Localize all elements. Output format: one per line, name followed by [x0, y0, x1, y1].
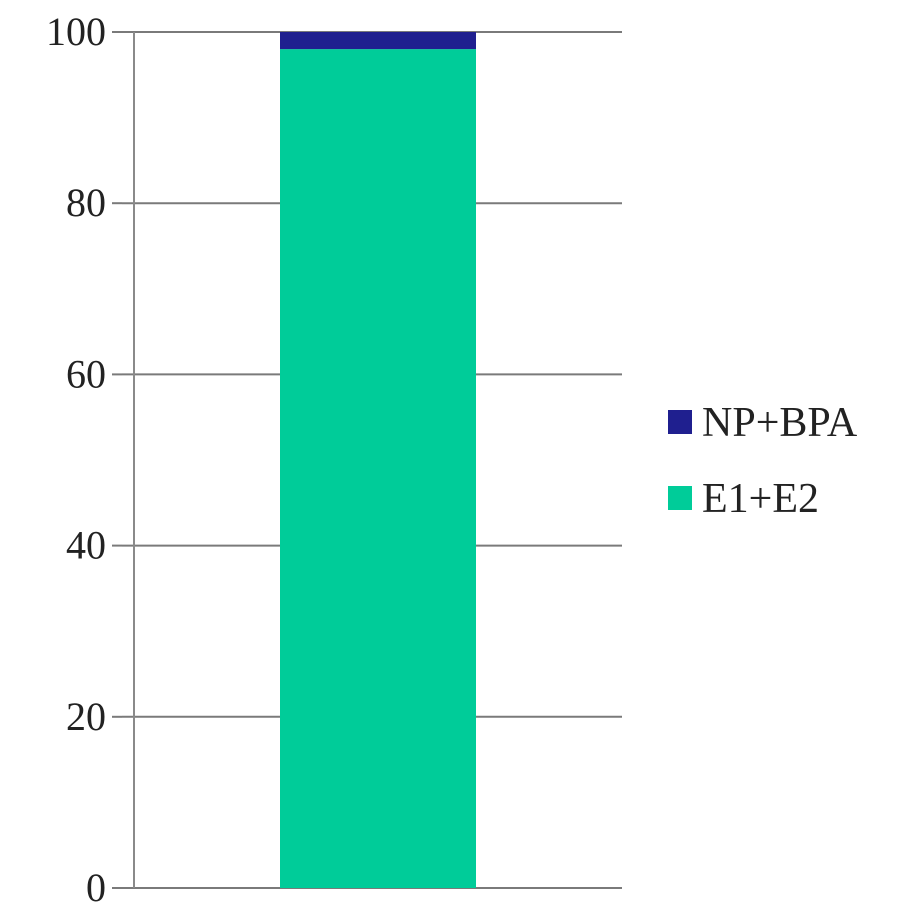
y-tick-label-20: 20 [66, 694, 106, 739]
y-tick-label-80: 80 [66, 180, 106, 225]
legend-label-e1-e2: E1+E2 [702, 476, 819, 522]
bar-segment-np-bpa [280, 32, 476, 50]
y-tick-label-0: 0 [86, 865, 106, 906]
legend: NP+BPA E1+E2 [668, 400, 858, 522]
legend-label-np-bpa: NP+BPA [702, 400, 858, 446]
legend-swatch-np-bpa [668, 410, 692, 434]
y-axis [112, 31, 135, 889]
y-tick-label-40: 40 [66, 523, 106, 568]
legend-swatch-e1-e2 [668, 486, 692, 510]
y-tick-label-100: 100 [46, 9, 106, 54]
y-tick-label-60: 60 [66, 351, 106, 396]
bar-segments [280, 32, 476, 889]
y-tick-labels: 0 20 40 60 80 100 [46, 9, 106, 906]
bar-segment-e1-e2 [280, 49, 476, 889]
